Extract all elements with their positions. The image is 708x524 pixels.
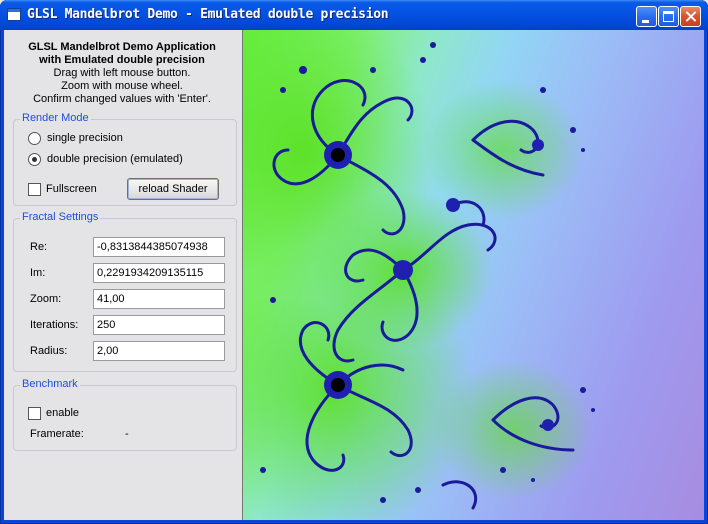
control-panel: GLSL Mandelbrot Demo Application with Em… (4, 30, 240, 520)
re-input[interactable]: -0,8313844385074938 (93, 237, 225, 257)
single-precision-label: single precision (47, 132, 123, 144)
iterations-label: Iterations: (30, 319, 79, 331)
radius-label: Radius: (30, 345, 68, 357)
client-area: GLSL Mandelbrot Demo Application with Em… (4, 30, 704, 520)
reload-shader-button[interactable]: reload Shader (127, 178, 219, 200)
im-label: Im: (30, 267, 46, 279)
zoom-input[interactable]: 41,00 (93, 289, 225, 309)
fractal-render-view[interactable] (242, 30, 704, 520)
double-precision-label: double precision (emulated) (47, 153, 183, 165)
info-header: GLSL Mandelbrot Demo Application with Em… (8, 41, 236, 106)
single-precision-radio[interactable] (28, 131, 41, 145)
fullscreen-label: Fullscreen (46, 183, 97, 195)
benchmark-enable-label: enable (46, 407, 80, 419)
maximize-button[interactable] (658, 6, 679, 27)
benchmark-enable-option[interactable]: enable (28, 405, 79, 421)
im-input[interactable]: 0,2291934209135115 (93, 263, 225, 283)
render-mode-title: Render Mode (20, 112, 91, 124)
benchmark-enable-checkbox[interactable] (28, 406, 41, 420)
minimize-button[interactable] (636, 6, 657, 27)
radius-input[interactable]: 2,00 (93, 341, 225, 361)
app-title: GLSL Mandelbrot Demo Application (28, 41, 216, 53)
single-precision-option[interactable]: single precision (28, 130, 123, 146)
fullscreen-checkbox[interactable] (28, 182, 41, 196)
instruction-confirm: Confirm changed values with 'Enter'. (33, 93, 211, 105)
re-label: Re: (30, 241, 48, 253)
instruction-drag: Drag with left mouse button. (53, 67, 191, 79)
benchmark-group: Benchmark enable Framerate: - (13, 378, 237, 451)
julia-set-fractal-image (243, 30, 595, 520)
fractal-settings-group: Fractal Settings Re: -0,8313844385074938… (13, 211, 237, 372)
window-title: GLSL Mandelbrot Demo - Emulated double p… (27, 7, 389, 22)
app-subtitle: with Emulated double precision (39, 54, 205, 66)
framerate-value: - (125, 428, 129, 440)
zoom-label: Zoom: (30, 293, 62, 305)
title-bar[interactable]: GLSL Mandelbrot Demo - Emulated double p… (0, 0, 708, 30)
double-precision-option[interactable]: double precision (emulated) (28, 151, 183, 167)
iterations-input[interactable]: 250 (93, 315, 225, 335)
double-precision-radio[interactable] (28, 152, 41, 166)
instruction-zoom: Zoom with mouse wheel. (61, 80, 183, 92)
benchmark-title: Benchmark (20, 378, 80, 390)
app-window-icon (7, 8, 21, 21)
fractal-settings-title: Fractal Settings (20, 211, 101, 223)
fullscreen-option[interactable]: Fullscreen (28, 181, 97, 197)
render-mode-group: Render Mode single precision double prec… (13, 112, 237, 206)
framerate-label: Framerate: (30, 428, 84, 440)
close-button[interactable] (680, 6, 701, 27)
